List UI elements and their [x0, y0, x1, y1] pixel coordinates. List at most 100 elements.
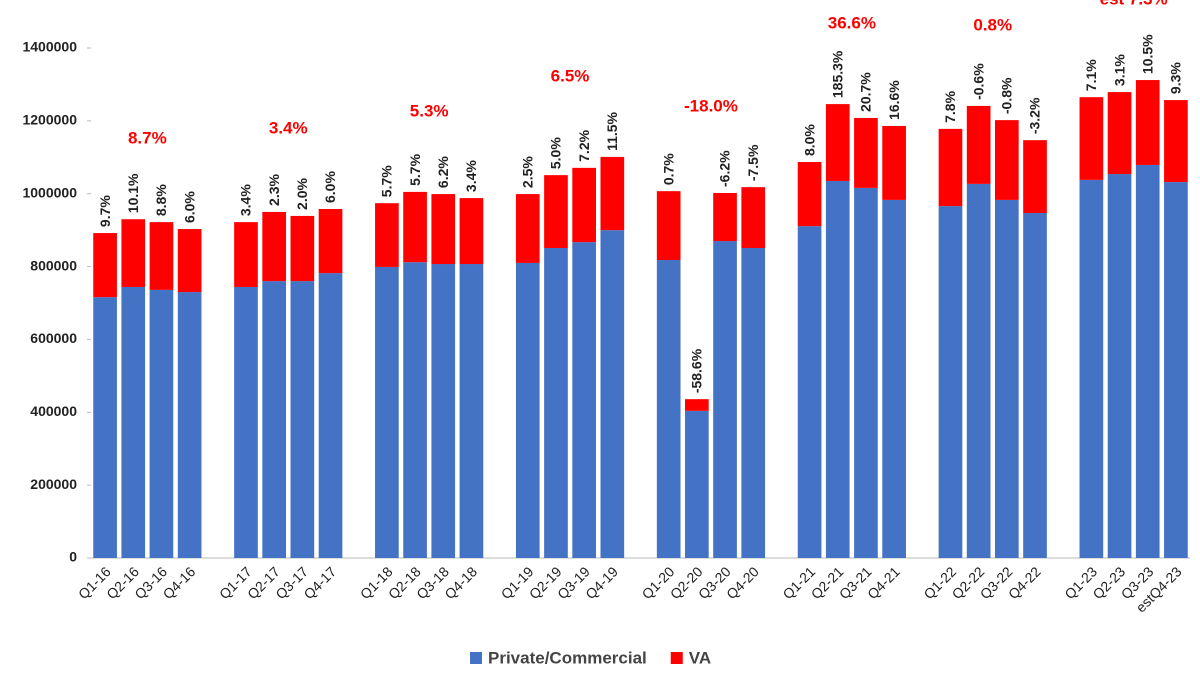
bar-segment: [1107, 174, 1132, 559]
bar-annotation: 9.3%: [1168, 62, 1184, 94]
bar-segment: [1107, 92, 1132, 175]
bar-segment: [459, 198, 484, 265]
y-tick-label: 1000000: [22, 184, 77, 200]
bar-segment: [515, 262, 540, 558]
bar-annotation: 3.4%: [238, 184, 254, 216]
y-tick-label: 1200000: [22, 112, 77, 128]
bar-segment: [515, 194, 540, 263]
bar-segment: [600, 230, 625, 558]
group-annotation: 36.6%: [828, 14, 876, 33]
bar-annotation: 8.0%: [801, 124, 817, 156]
x-tick-label: Q4-16: [160, 563, 199, 602]
bar-segment: [431, 264, 456, 558]
bar-annotation: -58.6%: [689, 348, 705, 393]
bar-segment: [854, 117, 878, 188]
y-tick-label: 800000: [30, 257, 77, 273]
x-tick-label: Q4-17: [300, 563, 339, 602]
bar-annotation: 8.8%: [153, 184, 169, 216]
bar-segment: [797, 226, 822, 558]
bar-segment: [966, 105, 991, 184]
x-tick-label: Q4-20: [723, 563, 762, 602]
bar-segment: [825, 104, 850, 181]
bar-segment: [938, 128, 963, 207]
bar-annotation: 185.3%: [829, 50, 845, 98]
bar-segment: [572, 167, 596, 243]
bar-segment: [290, 215, 315, 282]
bar-annotation: -0.8%: [999, 77, 1015, 114]
bar-segment: [177, 292, 202, 558]
bar-segment: [1135, 80, 1160, 165]
bar-segment: [797, 162, 822, 227]
bar-annotation: 10.5%: [1139, 34, 1155, 74]
bar-segment: [713, 192, 737, 242]
bar-segment: [1164, 182, 1188, 559]
bar-segment: [375, 266, 399, 558]
bar-segment: [1164, 100, 1188, 183]
bar-annotation: 5.7%: [407, 153, 423, 185]
bar-segment: [318, 273, 343, 558]
bar-segment: [93, 297, 117, 558]
bar-annotation: -0.6%: [970, 63, 986, 100]
group-annotation: 0.8%: [973, 15, 1012, 34]
bar-segment: [431, 194, 456, 265]
y-tick-label: 400000: [30, 403, 77, 419]
bar-annotation: 7.1%: [1083, 59, 1099, 91]
group-annotation: -18.0%: [684, 97, 738, 116]
legend-swatch: [470, 652, 482, 664]
bar-segment: [93, 233, 117, 298]
x-tick-label: Q4-22: [1005, 563, 1044, 602]
bar-segment: [121, 286, 146, 558]
x-tick-label: Q4-19: [582, 563, 621, 602]
bar-annotation: 3.1%: [1111, 54, 1127, 86]
legend-label: Private/Commercial: [488, 648, 647, 667]
group-annotation: 6.5%: [551, 66, 590, 85]
bar-segment: [290, 281, 315, 558]
y-tick-label: 200000: [30, 476, 77, 492]
bar-segment: [656, 260, 681, 558]
bar-annotation: 2.0%: [294, 177, 310, 209]
bar-annotation: 2.3%: [266, 173, 282, 205]
bar-segment: [459, 264, 484, 558]
bar-annotation: 6.0%: [322, 171, 338, 203]
bar-segment: [318, 209, 343, 274]
group-annotation: 5.3%: [410, 101, 449, 120]
bar-segment: [121, 219, 146, 287]
x-tick-label: Q4-21: [864, 563, 903, 602]
bar-segment: [825, 180, 850, 558]
bar-segment: [149, 222, 174, 290]
x-tick-label: Q4-18: [441, 563, 480, 602]
bar-segment: [572, 242, 596, 558]
bar-annotation: 16.6%: [886, 80, 902, 120]
bar-segment: [262, 281, 287, 558]
bar-segment: [882, 199, 906, 558]
bar-annotation: 5.7%: [379, 165, 395, 197]
y-tick-label: 0: [69, 549, 77, 565]
bar-annotation: 2.5%: [519, 156, 535, 188]
bar-annotation: 0.7%: [660, 153, 676, 185]
bar-annotation: -7.5%: [745, 144, 761, 181]
group-annotation: 3.4%: [269, 118, 308, 137]
bar-segment: [403, 191, 427, 263]
bar-segment: [656, 191, 681, 261]
bar-segment: [600, 156, 625, 231]
bar-segment: [741, 247, 766, 558]
bar-annotation: 6.0%: [181, 191, 197, 223]
bar-segment: [994, 120, 1019, 200]
y-tick-label: 1400000: [22, 39, 77, 55]
bar-segment: [994, 199, 1019, 558]
bar-segment: [1079, 97, 1104, 180]
bar-segment: [234, 286, 258, 558]
group-annotation: est 7.3%: [1100, 0, 1168, 9]
bar-segment: [544, 247, 568, 558]
bar-annotation: 3.4%: [463, 160, 479, 192]
bar-annotation: -6.2%: [717, 150, 733, 187]
bar-segment: [1023, 213, 1047, 558]
bar-segment: [685, 399, 709, 411]
bar-segment: [262, 211, 287, 282]
bar-annotation: 10.1%: [125, 173, 141, 213]
bar-annotation: 20.7%: [858, 72, 874, 112]
bar-annotation: 5.0%: [548, 137, 564, 169]
group-annotation: 8.7%: [128, 129, 167, 148]
bar-segment: [149, 289, 174, 558]
bar-annotation: 6.2%: [435, 156, 451, 188]
